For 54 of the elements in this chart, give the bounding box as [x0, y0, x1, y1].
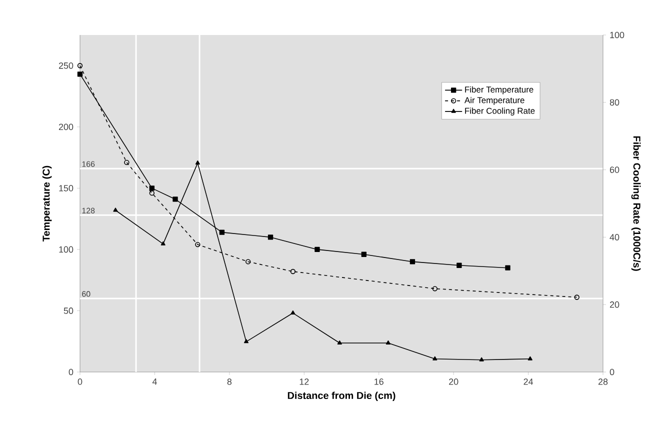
y-tick-label: 100 — [59, 246, 74, 253]
y2-tick-label: 80 — [610, 99, 620, 106]
point — [246, 259, 251, 264]
point — [113, 208, 118, 212]
y2-axis-title: Fiber Cooling Rate (1000C/s) — [631, 136, 641, 271]
y2-tick-label: 100 — [610, 32, 624, 38]
point — [160, 241, 166, 246]
point — [432, 286, 438, 292]
point — [77, 63, 83, 68]
point — [314, 246, 320, 252]
point — [410, 259, 416, 264]
point — [386, 340, 390, 345]
legend-label: Air Temperature — [464, 96, 524, 105]
point — [219, 230, 225, 235]
x-tick-label: 0 — [78, 378, 82, 385]
point — [149, 190, 155, 196]
point — [574, 294, 580, 300]
point — [290, 310, 296, 315]
point — [195, 242, 200, 248]
x-tick-label: 12 — [300, 378, 309, 385]
point — [268, 234, 274, 240]
y2-tick-label: 40 — [610, 234, 620, 240]
point — [505, 265, 510, 270]
y-tick-label: 150 — [59, 185, 74, 192]
point — [195, 160, 200, 165]
point — [479, 357, 484, 362]
point — [528, 356, 532, 360]
point — [456, 262, 462, 268]
x-tick-label: 28 — [598, 378, 608, 385]
point — [124, 160, 130, 166]
x-axis-title: Distance from Die (cm) — [288, 392, 396, 401]
y-tick-label: 0 — [68, 368, 74, 376]
x-tick-label: 4 — [152, 378, 157, 385]
y-tick-label: 50 — [64, 308, 74, 314]
point — [244, 339, 249, 344]
point — [172, 196, 178, 202]
legend-label: Fiber Temperature — [465, 86, 534, 94]
x-tick-label: 20 — [449, 378, 458, 385]
point — [77, 72, 83, 77]
point — [432, 356, 438, 360]
x-tick-label: 8 — [227, 378, 232, 385]
y2-tick-label: 0 — [610, 368, 614, 376]
x-tick-label: 24 — [524, 378, 534, 385]
y2-tick-label: 20 — [610, 301, 620, 308]
y2-tick-label: 60 — [610, 166, 620, 173]
legend-label: Fiber Cooling Rate — [465, 108, 535, 116]
x-tick-label: 16 — [374, 378, 384, 385]
y-axis-title: Temperature (C) — [42, 166, 52, 242]
point — [337, 340, 342, 345]
y-tick-label: 200 — [58, 124, 74, 130]
point — [361, 252, 367, 257]
point — [290, 268, 296, 274]
point — [149, 186, 155, 191]
y-tick-label: 250 — [58, 62, 74, 69]
